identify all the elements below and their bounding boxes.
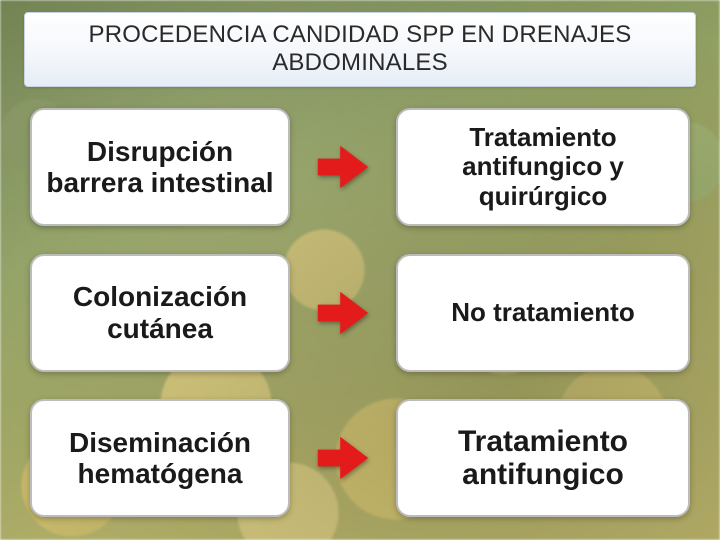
card-left-1: Disrupción barrera intestinal <box>30 108 290 226</box>
card-left-3-text: Diseminación hematógena <box>46 427 274 490</box>
card-right-1-text: Tratamiento antifungico y quirúrgico <box>412 123 674 210</box>
arrow-1-wrap <box>308 139 378 195</box>
card-right-3: Tratamiento antifungico <box>396 399 690 517</box>
arrow-right-icon <box>315 139 371 195</box>
arrow-right-icon <box>315 430 371 486</box>
slide-title: PROCEDENCIA CANDIDAD SPP EN DRENAJES ABD… <box>39 21 681 76</box>
card-right-3-text: Tratamiento antifungico <box>412 425 674 492</box>
card-left-3: Diseminación hematógena <box>30 399 290 517</box>
arrow-right-icon <box>315 285 371 341</box>
row-1: Disrupción barrera intestinal Tratamient… <box>30 105 690 229</box>
card-right-2: No tratamiento <box>396 254 690 372</box>
arrow-2-wrap <box>308 285 378 341</box>
card-left-2-text: Colonización cutánea <box>46 281 274 344</box>
card-left-2: Colonización cutánea <box>30 254 290 372</box>
content-rows: Disrupción barrera intestinal Tratamient… <box>24 101 696 520</box>
row-3: Diseminación hematógena Tratamiento anti… <box>30 396 690 520</box>
title-bar: PROCEDENCIA CANDIDAD SPP EN DRENAJES ABD… <box>24 12 696 87</box>
card-right-1: Tratamiento antifungico y quirúrgico <box>396 108 690 226</box>
row-2: Colonización cutánea No tratamiento <box>30 251 690 375</box>
arrow-3-wrap <box>308 430 378 486</box>
slide: PROCEDENCIA CANDIDAD SPP EN DRENAJES ABD… <box>0 0 720 540</box>
card-right-2-text: No tratamiento <box>451 298 634 327</box>
card-left-1-text: Disrupción barrera intestinal <box>46 136 274 199</box>
